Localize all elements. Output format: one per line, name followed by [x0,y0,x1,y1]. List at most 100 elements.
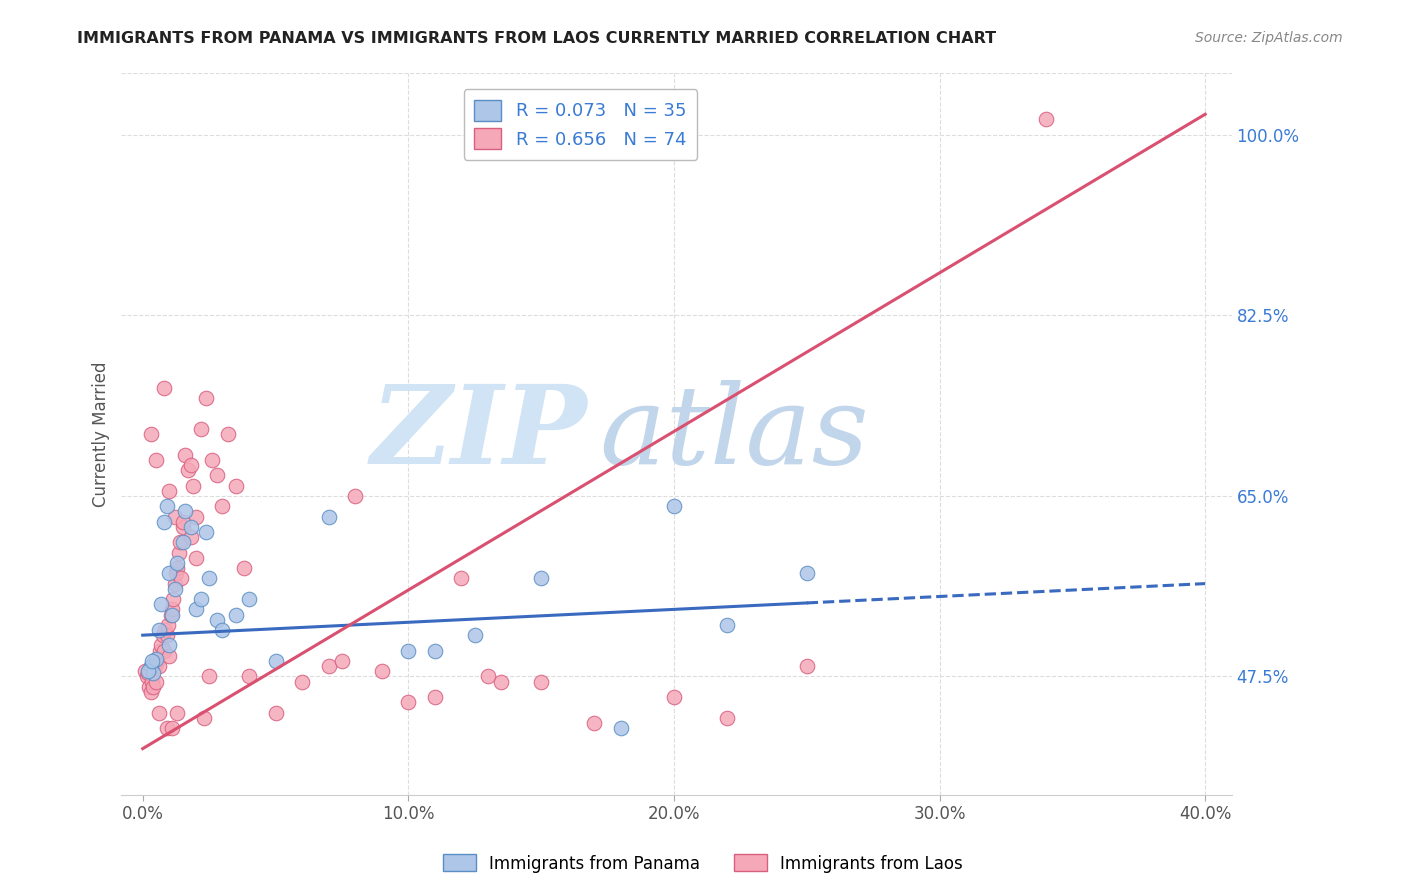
Point [145,452,167,467]
Point [423,643,446,657]
Point [201,452,224,467]
Legend: Immigrants from Panama, Immigrants from Laos: Immigrants from Panama, Immigrants from … [436,847,970,880]
Point [291,674,314,689]
Point [238,592,260,607]
Point [166,556,188,570]
Point [148,706,170,720]
Point [190,592,212,607]
Point [134,665,156,679]
Point [318,659,340,673]
Point [464,628,486,642]
Point [172,515,194,529]
Point [136,666,159,681]
Point [177,463,200,477]
Point [583,715,606,730]
Text: atlas: atlas [599,380,869,488]
Point [264,654,287,668]
Point [143,659,166,673]
Point [157,483,180,498]
Point [142,666,165,681]
Point [198,571,221,585]
Y-axis label: Currently Married: Currently Married [93,361,110,507]
Point [142,680,165,694]
Point [153,643,176,657]
Point [330,654,353,668]
Point [160,607,183,622]
Point [225,478,247,492]
Point [167,546,190,560]
Point [157,566,180,581]
Point [170,571,193,585]
Point [149,643,172,657]
Point [150,597,173,611]
Point [179,520,201,534]
Point [174,448,197,462]
Point [1035,112,1057,127]
Point [423,690,446,704]
Point [396,643,419,657]
Point [155,623,177,637]
Text: ZIP: ZIP [371,380,588,488]
Point [135,669,157,683]
Point [136,665,159,679]
Point [162,592,184,607]
Point [264,706,287,720]
Point [146,654,169,668]
Point [450,571,472,585]
Point [318,509,340,524]
Point [172,535,194,549]
Point [716,711,738,725]
Point [141,674,163,689]
Point [179,530,201,544]
Point [160,602,183,616]
Point [155,721,177,735]
Point [148,659,170,673]
Point [145,652,167,666]
Point [662,500,685,514]
Point [217,427,239,442]
Point [195,524,218,539]
Point [139,659,162,673]
Point [163,576,186,591]
Point [145,674,167,689]
Point [172,520,194,534]
Point [174,504,197,518]
Point [371,665,394,679]
Point [157,648,180,663]
Point [796,659,818,673]
Point [153,381,176,395]
Point [159,607,181,622]
Legend: R = 0.073   N = 35, R = 0.656   N = 74: R = 0.073 N = 35, R = 0.656 N = 74 [464,89,697,160]
Point [155,628,177,642]
Point [205,468,228,483]
Point [139,685,162,699]
Point [157,639,180,653]
Point [796,566,818,581]
Point [181,478,204,492]
Point [152,628,174,642]
Point [211,500,233,514]
Text: Source: ZipAtlas.com: Source: ZipAtlas.com [1195,31,1343,45]
Point [163,582,186,596]
Point [238,669,260,683]
Point [153,515,176,529]
Point [195,391,218,405]
Point [716,618,738,632]
Point [491,674,513,689]
Point [148,623,170,637]
Point [211,623,233,637]
Point [225,607,247,622]
Point [610,721,633,735]
Point [205,613,228,627]
Point [530,674,553,689]
Text: IMMIGRANTS FROM PANAMA VS IMMIGRANTS FROM LAOS CURRENTLY MARRIED CORRELATION CHA: IMMIGRANTS FROM PANAMA VS IMMIGRANTS FRO… [77,31,997,46]
Point [166,706,188,720]
Point [193,711,215,725]
Point [163,509,186,524]
Point [184,550,207,565]
Point [165,566,187,581]
Point [169,535,191,549]
Point [166,561,188,575]
Point [138,680,160,694]
Point [179,458,201,472]
